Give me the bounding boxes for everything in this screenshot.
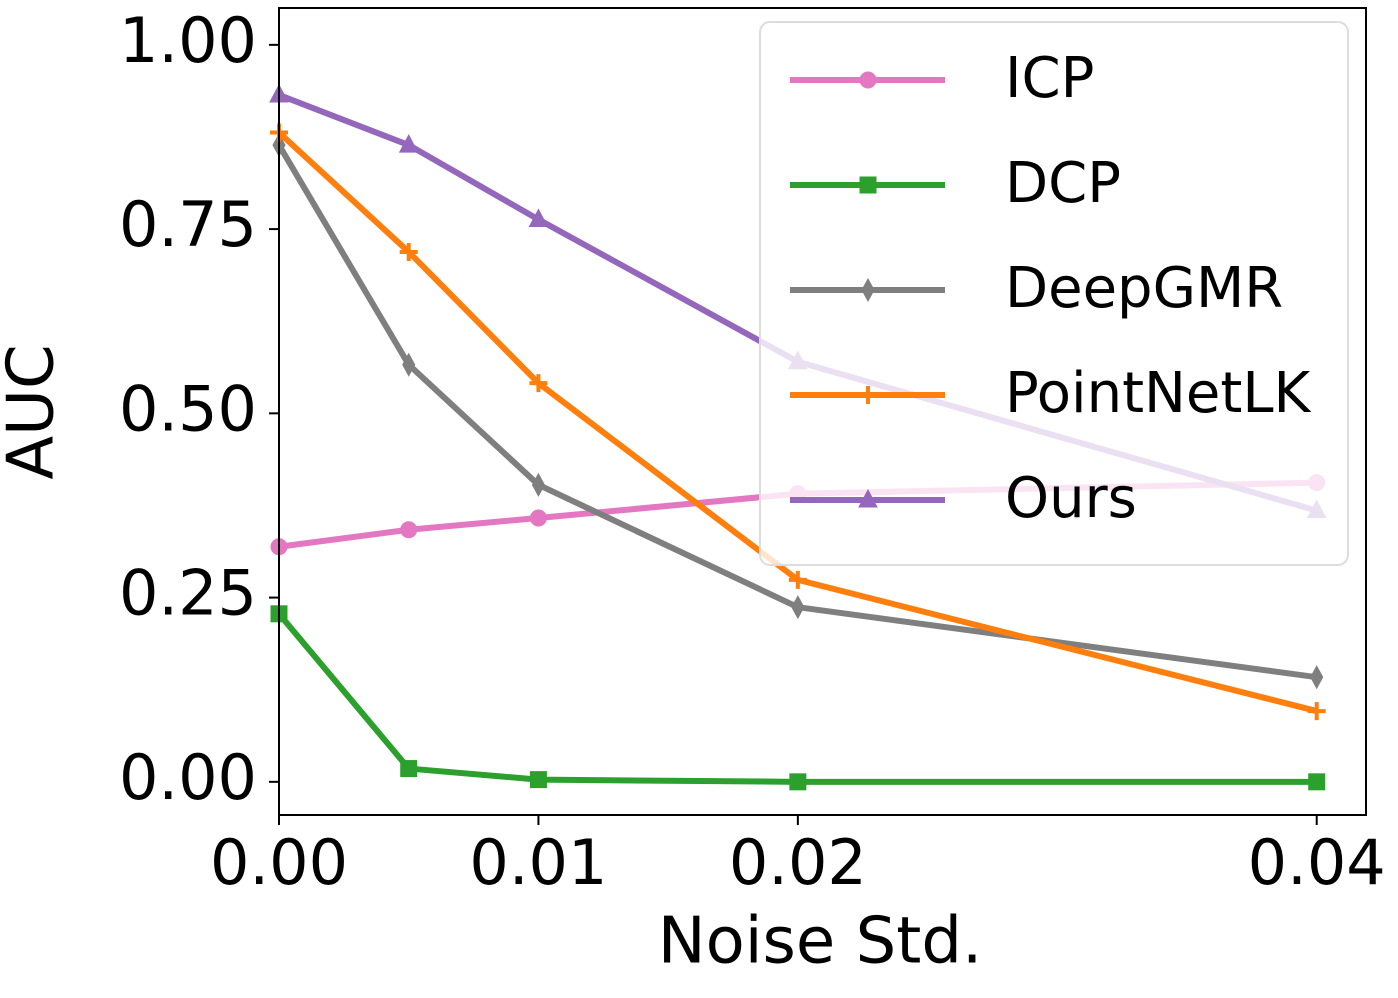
x-tick-label: 0.00 bbox=[210, 826, 348, 899]
x-tick-label: 0.04 bbox=[1248, 826, 1386, 899]
marker bbox=[400, 760, 418, 778]
y-tick-label: 0.50 bbox=[119, 372, 257, 445]
y-tick-label: 0.25 bbox=[119, 557, 257, 630]
legend-label: Ours bbox=[1005, 466, 1137, 531]
marker bbox=[529, 771, 547, 789]
marker bbox=[789, 773, 807, 791]
legend-box bbox=[759, 21, 1349, 566]
marker bbox=[531, 472, 545, 497]
legend-marker bbox=[859, 176, 877, 194]
legend-label: ICP bbox=[1005, 46, 1094, 111]
marker bbox=[1307, 702, 1326, 721]
marker bbox=[1308, 773, 1326, 791]
legend-label: DCP bbox=[1005, 151, 1121, 216]
legend-marker bbox=[859, 386, 877, 404]
marker bbox=[1310, 665, 1324, 690]
x-tick-label: 0.02 bbox=[729, 826, 867, 899]
marker bbox=[398, 134, 419, 153]
x-tick-label: 0.01 bbox=[469, 826, 607, 899]
legend-marker bbox=[859, 71, 877, 89]
marker bbox=[791, 595, 805, 620]
plot-frame bbox=[278, 7, 1367, 816]
marker bbox=[788, 570, 807, 589]
y-tick-label: 1.00 bbox=[119, 4, 257, 77]
marker bbox=[528, 208, 549, 228]
y-tick-label: 0.75 bbox=[119, 188, 257, 261]
legend-label: DeepGMR bbox=[1005, 256, 1283, 321]
y-tick-label: 0.00 bbox=[119, 741, 257, 814]
marker bbox=[399, 242, 418, 261]
series-line bbox=[276, 611, 1317, 785]
marker bbox=[529, 509, 547, 527]
legend-label: PointNetLK bbox=[1005, 361, 1312, 426]
marker bbox=[529, 374, 548, 393]
marker bbox=[400, 521, 418, 539]
x-axis-label: Noise Std. bbox=[658, 905, 983, 979]
legend-marker bbox=[858, 488, 878, 508]
y-axis-label: AUC bbox=[0, 344, 69, 479]
marker bbox=[402, 352, 416, 377]
legend-marker bbox=[861, 277, 875, 303]
